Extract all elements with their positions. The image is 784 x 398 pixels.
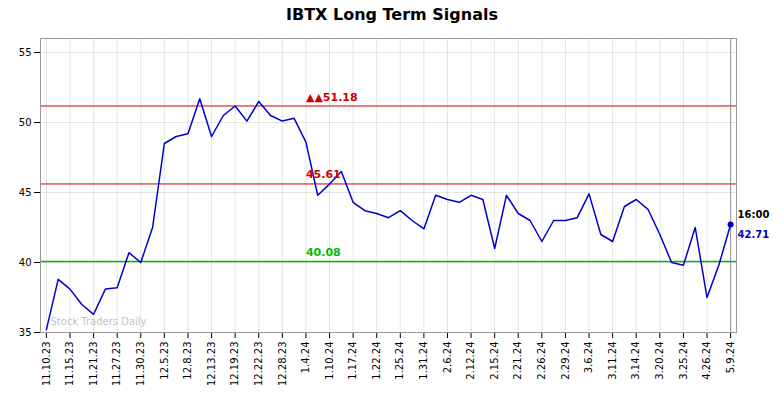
svg-text:12.28.23: 12.28.23 (277, 342, 288, 387)
svg-text:12.8.23: 12.8.23 (182, 342, 193, 380)
svg-text:2.21.24: 2.21.24 (512, 342, 523, 380)
svg-text:2.15.24: 2.15.24 (489, 342, 500, 380)
svg-text:1.10.24: 1.10.24 (324, 342, 335, 380)
svg-text:1.22.24: 1.22.24 (371, 342, 382, 380)
svg-text:1.25.24: 1.25.24 (394, 342, 405, 380)
svg-text:Stock Traders Daily: Stock Traders Daily (51, 316, 147, 327)
svg-text:12.5.23: 12.5.23 (159, 342, 170, 380)
svg-text:11.21.23: 11.21.23 (88, 342, 99, 387)
svg-text:3.6.24: 3.6.24 (583, 342, 594, 374)
svg-text:55: 55 (19, 47, 32, 58)
svg-text:50: 50 (19, 117, 32, 128)
svg-text:11.15.23: 11.15.23 (64, 342, 75, 387)
svg-text:5.9.24: 5.9.24 (725, 342, 736, 374)
svg-text:3.14.24: 3.14.24 (630, 342, 641, 380)
html-text:IBTX Long Term Signals: IBTX Long Term Signals (286, 5, 498, 24)
svg-text:12.19.23: 12.19.23 (229, 342, 240, 387)
svg-text:35: 35 (19, 327, 32, 338)
svg-text:12.22.23: 12.22.23 (253, 342, 264, 387)
svg-text:11.10.23: 11.10.23 (41, 342, 52, 387)
svg-text:1.17.24: 1.17.24 (347, 342, 358, 380)
svg-text:2.29.24: 2.29.24 (560, 342, 571, 380)
svg-text:1.4.24: 1.4.24 (300, 342, 311, 374)
svg-text:40.08: 40.08 (306, 246, 341, 259)
svg-text:2.26.24: 2.26.24 (536, 342, 547, 380)
svg-text:12.13.23: 12.13.23 (206, 342, 217, 387)
svg-text:11.27.23: 11.27.23 (111, 342, 122, 387)
svg-text:3.11.24: 3.11.24 (607, 342, 618, 380)
svg-text:4.26.24: 4.26.24 (701, 342, 712, 380)
svg-text:40: 40 (19, 257, 32, 268)
svg-text:1.31.24: 1.31.24 (418, 342, 429, 380)
svg-text:▲▲51.18: ▲▲51.18 (306, 91, 358, 104)
svg-text:16:00: 16:00 (738, 209, 770, 220)
svg-text:11.30.23: 11.30.23 (135, 342, 146, 387)
svg-text:3.20.24: 3.20.24 (654, 342, 665, 380)
svg-text:2.12.24: 2.12.24 (465, 342, 476, 380)
svg-text:2.6.24: 2.6.24 (442, 342, 453, 374)
svg-text:3.25.24: 3.25.24 (678, 342, 689, 380)
svg-text:42.71: 42.71 (738, 229, 770, 240)
svg-text:45.61: 45.61 (306, 168, 341, 181)
svg-text:45: 45 (19, 187, 32, 198)
